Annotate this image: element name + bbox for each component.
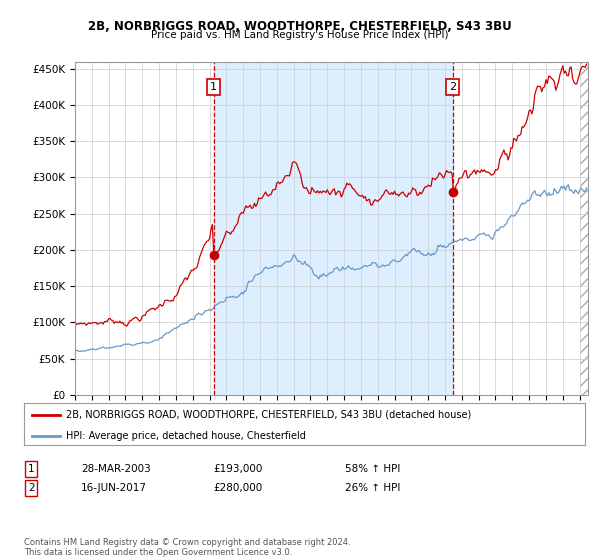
Text: HPI: Average price, detached house, Chesterfield: HPI: Average price, detached house, Ches… <box>66 431 306 441</box>
Text: 1: 1 <box>210 82 217 92</box>
Text: £193,000: £193,000 <box>213 464 262 474</box>
Text: 2B, NORBRIGGS ROAD, WOODTHORPE, CHESTERFIELD, S43 3BU: 2B, NORBRIGGS ROAD, WOODTHORPE, CHESTERF… <box>88 20 512 32</box>
Text: 2B, NORBRIGGS ROAD, WOODTHORPE, CHESTERFIELD, S43 3BU (detached house): 2B, NORBRIGGS ROAD, WOODTHORPE, CHESTERF… <box>66 410 472 420</box>
Text: 58% ↑ HPI: 58% ↑ HPI <box>345 464 400 474</box>
Text: Contains HM Land Registry data © Crown copyright and database right 2024.
This d: Contains HM Land Registry data © Crown c… <box>24 538 350 557</box>
Text: £280,000: £280,000 <box>213 483 262 493</box>
Text: 16-JUN-2017: 16-JUN-2017 <box>81 483 147 493</box>
Text: 2: 2 <box>449 82 457 92</box>
Text: Price paid vs. HM Land Registry's House Price Index (HPI): Price paid vs. HM Land Registry's House … <box>151 30 449 40</box>
Bar <box>214 62 453 395</box>
Text: 1: 1 <box>28 464 35 474</box>
Text: 2: 2 <box>28 483 35 493</box>
Text: 26% ↑ HPI: 26% ↑ HPI <box>345 483 400 493</box>
Bar <box>580 62 596 395</box>
Text: 28-MAR-2003: 28-MAR-2003 <box>81 464 151 474</box>
Bar <box>580 62 596 395</box>
